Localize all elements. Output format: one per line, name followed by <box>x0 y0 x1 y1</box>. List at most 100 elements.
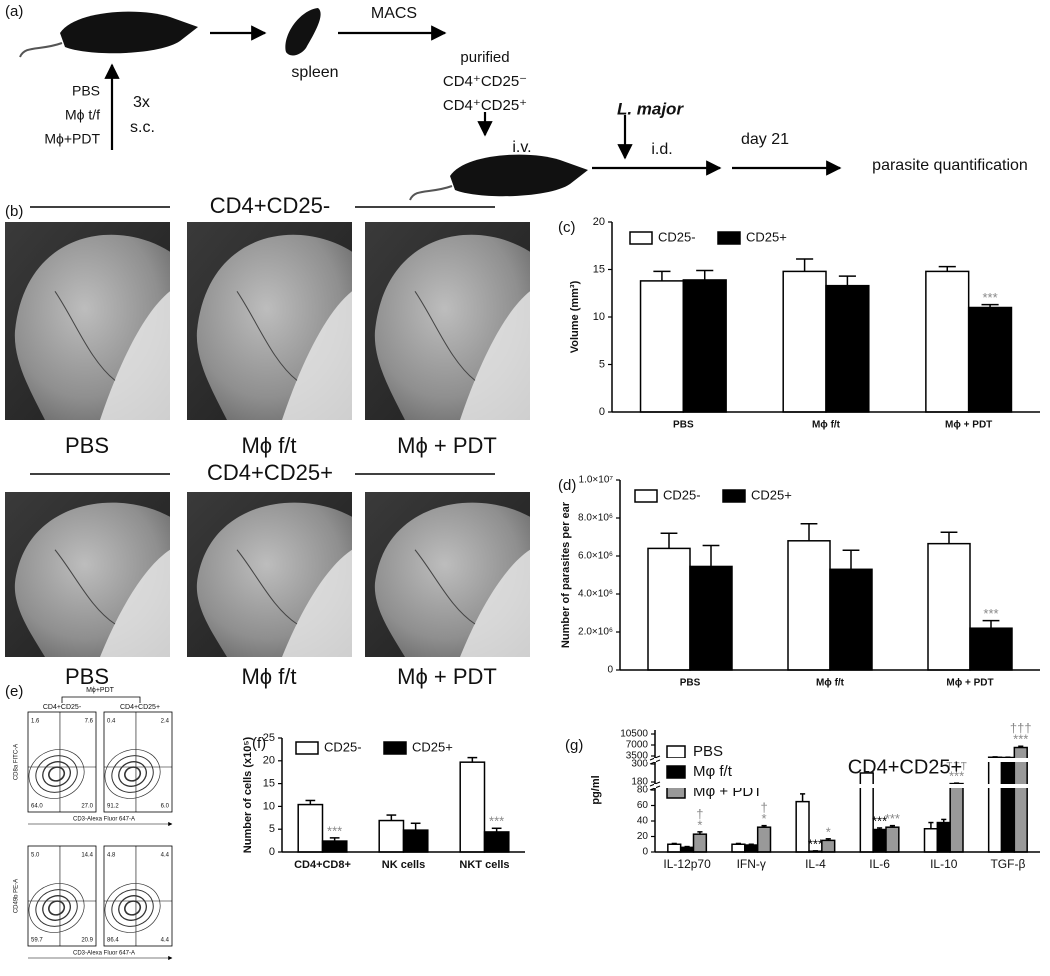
photo-label: PBS <box>65 433 109 458</box>
x-tick-label: PBS <box>680 678 701 689</box>
x-tick-label: IL-12p70 <box>663 857 711 871</box>
bar <box>825 284 870 413</box>
schema-label: day 21 <box>741 131 789 148</box>
legend-label: CD25- <box>324 739 362 754</box>
y-tick-label: 4.0×10⁶ <box>578 589 613 600</box>
bar <box>483 831 510 853</box>
y-tick-label: 0 <box>607 665 613 676</box>
quadrant-value: 6.0 <box>161 804 170 810</box>
schema-label: parasite quantification <box>872 157 1028 174</box>
vein <box>414 549 476 625</box>
y-tick-label: 6.0×10⁶ <box>578 551 613 562</box>
x-tick-label: IL-4 <box>805 857 826 871</box>
legend-label: CD25+ <box>751 487 792 502</box>
vein <box>414 291 476 381</box>
y-tick-label: 0 <box>269 846 275 858</box>
y-tick-label: 5 <box>599 358 605 370</box>
quadrant-value: 14.4 <box>81 853 93 859</box>
y-tick-label: 2.0×10⁶ <box>578 627 613 638</box>
chart-title: CD4+CD25+ <box>848 756 963 778</box>
significance: *** <box>872 813 887 828</box>
contour <box>104 883 161 933</box>
contour <box>42 895 71 921</box>
photo-label: PBS <box>65 664 109 689</box>
y-tick-label: 20 <box>637 831 649 842</box>
quadrant-value: 59.7 <box>31 938 43 944</box>
y-tick-label: 8.0×10⁶ <box>578 513 613 524</box>
legend-label: PBS <box>693 743 723 760</box>
y-tick-label: 10500 <box>620 729 648 740</box>
panel-label: (g) <box>565 737 583 754</box>
bar <box>936 821 951 853</box>
photo-label: Mϕ f/t <box>241 433 296 458</box>
significance: * <box>697 817 702 832</box>
bar <box>689 565 733 671</box>
quadrant-value: 64.0 <box>31 804 43 810</box>
contour <box>28 883 85 933</box>
mouse-tail <box>409 185 453 201</box>
significance: *** <box>983 606 998 621</box>
y-tick-label: 15 <box>593 263 605 275</box>
fur <box>282 291 352 420</box>
significance: *** <box>885 811 900 826</box>
bar <box>787 540 831 671</box>
bar <box>949 782 964 853</box>
panel-label: (e) <box>5 683 23 700</box>
quadrant-value: 91.2 <box>107 804 119 810</box>
x-tick-label: IL-6 <box>869 857 890 871</box>
bar <box>1013 746 1028 853</box>
panel-label: (d) <box>558 477 576 494</box>
schema-label: Mϕ+PDT <box>44 131 100 147</box>
quadrant-value: 27.0 <box>81 804 93 810</box>
legend-swatch <box>722 489 746 503</box>
column-label: CD4+CD25+ <box>120 704 160 711</box>
axis-label: CD49b PE-A <box>14 879 20 913</box>
contour <box>111 755 154 793</box>
legend-label: CD25+ <box>746 229 787 244</box>
legend-swatch <box>666 745 686 759</box>
bar <box>321 840 348 853</box>
vein <box>54 291 116 381</box>
y-tick-label: 15 <box>263 778 275 790</box>
schema-label: 3x <box>133 94 150 111</box>
y-tick-label: 0 <box>642 847 648 858</box>
header: Mϕ+PDT <box>86 687 115 694</box>
vein <box>236 549 298 625</box>
schema-label: spleen <box>291 64 338 81</box>
x-tick-label: IL-10 <box>930 857 958 871</box>
mouse-tail <box>19 42 63 58</box>
y-axis-label: pg/ml <box>590 775 602 804</box>
y-axis-label: Number of cells (x10⁵) <box>242 736 254 853</box>
schema-label: purified <box>460 49 509 66</box>
legend-swatch <box>666 765 686 779</box>
photo-label: Mϕ + PDT <box>397 433 497 458</box>
bar <box>987 756 1003 853</box>
schema-label: s.c. <box>130 119 155 136</box>
bar <box>744 844 759 853</box>
x-tick-label: PBS <box>673 420 694 431</box>
y-tick-label: 10 <box>593 311 605 323</box>
legend-swatch <box>383 741 407 755</box>
significance: *** <box>808 836 823 851</box>
mouse-icon <box>450 154 588 197</box>
contour <box>35 889 78 927</box>
y-axis-label: Volume (mm³) <box>569 280 581 353</box>
bar <box>923 828 939 853</box>
schema-label: L. major <box>617 99 685 118</box>
bar <box>756 826 772 853</box>
legend-swatch <box>295 741 319 755</box>
panel-label: (c) <box>558 219 576 236</box>
contour <box>124 900 142 916</box>
y-tick-label: 20 <box>593 216 605 228</box>
axis-label: CD3-Alexa Fluor 647-A <box>73 951 135 957</box>
quadrant-value: 4.8 <box>107 853 116 859</box>
quadrant-value: 5.0 <box>31 853 40 859</box>
bracket <box>61 696 141 703</box>
axis-label: CD8a FITC-A <box>14 744 20 780</box>
y-axis-label: Number of parasites per ear <box>560 501 572 648</box>
legend-swatch <box>629 231 653 245</box>
significance: *** <box>327 823 342 838</box>
axis-gap <box>654 784 656 788</box>
y-tick-label: 0 <box>599 406 605 418</box>
quadrant-value: 20.9 <box>81 938 93 944</box>
